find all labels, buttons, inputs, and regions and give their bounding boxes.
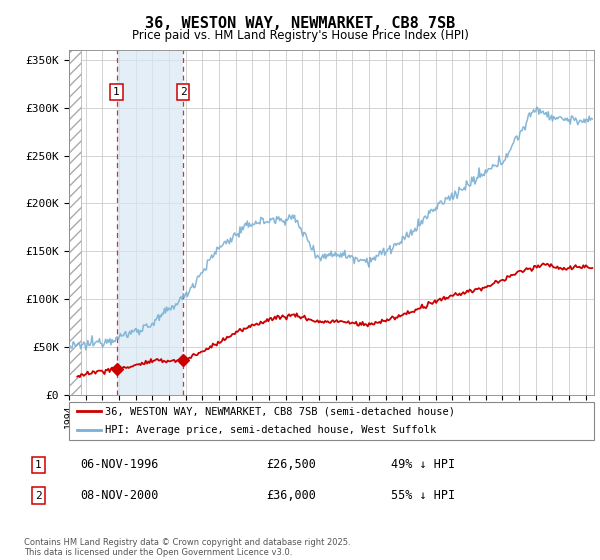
Text: £36,000: £36,000 [266,489,316,502]
FancyBboxPatch shape [69,402,594,440]
Text: 55% ↓ HPI: 55% ↓ HPI [391,489,455,502]
Text: Price paid vs. HM Land Registry's House Price Index (HPI): Price paid vs. HM Land Registry's House … [131,29,469,42]
Text: Contains HM Land Registry data © Crown copyright and database right 2025.
This d: Contains HM Land Registry data © Crown c… [24,538,350,557]
Text: 36, WESTON WAY, NEWMARKET, CB8 7SB (semi-detached house): 36, WESTON WAY, NEWMARKET, CB8 7SB (semi… [105,407,455,417]
Text: 1: 1 [113,87,120,97]
Text: 2: 2 [180,87,187,97]
Text: £26,500: £26,500 [266,458,316,472]
Text: 2: 2 [35,491,41,501]
Text: 06-NOV-1996: 06-NOV-1996 [80,458,159,472]
Bar [69,50,80,395]
Bar [116,50,183,395]
Text: HPI: Average price, semi-detached house, West Suffolk: HPI: Average price, semi-detached house,… [105,424,436,435]
Text: 49% ↓ HPI: 49% ↓ HPI [391,458,455,472]
Text: 08-NOV-2000: 08-NOV-2000 [80,489,159,502]
Text: 36, WESTON WAY, NEWMARKET, CB8 7SB: 36, WESTON WAY, NEWMARKET, CB8 7SB [145,16,455,31]
Text: 1: 1 [35,460,41,470]
